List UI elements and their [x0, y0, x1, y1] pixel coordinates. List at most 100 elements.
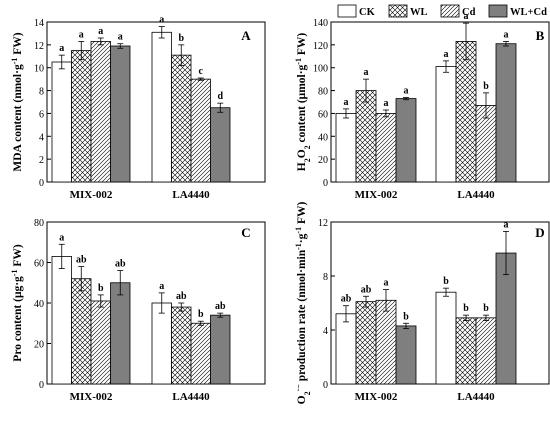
bar-ck-la4440 [435, 66, 457, 183]
legend-label: Cd [462, 7, 476, 18]
y-axis-label-part: -1 [10, 58, 19, 65]
y-tick-label: 120 [313, 41, 328, 52]
significance-letter: c [199, 66, 204, 77]
significance-letter: a [159, 15, 164, 26]
bar-ck-mix-002 [51, 256, 72, 385]
y-axis-label-part: -1 [294, 243, 303, 250]
x-tick-label: LA4440 [172, 391, 210, 403]
y-axis-label-part: 2 [303, 158, 312, 162]
y-tick-label: 140 [313, 18, 328, 29]
significance-letter: ab [361, 284, 372, 295]
y-axis-label-part: FW) [12, 244, 24, 269]
y-tick-label: 100 [313, 64, 328, 75]
panel-a: 0 2 4 6 8 10 12 14 MIX-002 LA4440 a a a b a c a d A MDA con… [10, 15, 266, 201]
x-tick-label: LA4440 [457, 391, 495, 403]
significance-letter: b [443, 276, 449, 287]
legend-label: WL+Cd [510, 7, 547, 18]
legend-swatch-wl-cd [488, 4, 508, 18]
significance-letter: a [98, 26, 103, 37]
significance-letter: a [59, 43, 64, 54]
bar-wl-cd-la4440 [210, 314, 231, 385]
y-axis-label: Pro content (μg·g-1 FW) [10, 244, 25, 362]
x-tick-label: MIX-002 [355, 391, 398, 403]
y-tick-label: 4 [39, 132, 44, 143]
significance-letter: b [178, 33, 184, 44]
significance-letter: a [444, 49, 449, 60]
x-tick-label: MIX-002 [355, 189, 398, 201]
y-axis-label-part: O [296, 149, 308, 158]
significance-letter: b [403, 311, 409, 322]
y-axis-label-part: -1 [294, 227, 303, 234]
bar-wl-la4440 [455, 41, 477, 183]
y-tick-label: 0 [39, 178, 44, 189]
y-tick-label: 0 [39, 380, 44, 391]
significance-letter: a [79, 29, 84, 40]
significance-letter: b [483, 303, 489, 314]
significance-letter: b [98, 283, 104, 294]
panel-letter: C [241, 225, 250, 240]
bar-ck-mix-002 [335, 313, 357, 385]
legend: CK WL Cd WL+Cd [337, 4, 547, 18]
y-tick-label: 8 [39, 87, 44, 98]
significance-letter: b [483, 81, 489, 92]
significance-letter: a [118, 32, 123, 43]
significance-letter: a [504, 29, 509, 40]
y-tick-label: 60 [34, 259, 44, 270]
legend-label: WL [410, 7, 428, 18]
y-tick-label: 4 [323, 326, 328, 337]
y-axis-label-part: content (μmol·g [296, 64, 308, 145]
y-axis-label: O2·− production rate (nmol·min-1·g-1 FW) [294, 202, 312, 405]
bar-cd-la4440 [190, 78, 211, 183]
significance-letter: b [463, 303, 469, 314]
y-tick-label: 0 [323, 178, 328, 189]
bar-wl-cd-mix-002 [110, 45, 131, 183]
y-tick-label: 20 [318, 155, 328, 166]
y-tick-label: 6 [39, 109, 44, 120]
legend-label: CK [359, 7, 376, 18]
y-axis-label-part: FW) [12, 32, 24, 57]
y-tick-label: 60 [318, 109, 328, 120]
bar-wl-cd-mix-002 [110, 282, 131, 385]
bar-wl-mix-002 [71, 50, 92, 183]
bar-wl-cd-mix-002 [395, 98, 417, 183]
y-tick-label: 0 [323, 380, 328, 391]
y-axis-label-part: -1 [294, 58, 303, 65]
y-axis-label-part: 2 [303, 145, 312, 149]
legend-swatch-cd [440, 4, 460, 18]
y-axis-label-part: production rate (nmol·min [296, 249, 308, 384]
bar-cd-mix-002 [375, 113, 397, 183]
bar-ck-mix-002 [335, 113, 357, 183]
bar-wl-cd-la4440 [210, 107, 231, 183]
significance-letter: a [59, 232, 64, 243]
y-axis-label-part: 2 [303, 391, 312, 395]
significance-letter: a [384, 98, 389, 109]
significance-letter: a [384, 278, 389, 289]
y-tick-label: 40 [34, 299, 44, 310]
y-tick-label: 14 [34, 18, 44, 29]
bar-wl-cd-la4440 [495, 43, 517, 183]
x-tick-label: LA4440 [457, 189, 495, 201]
bar-ck-la4440 [151, 31, 172, 183]
significance-letter: a [504, 219, 509, 230]
panel-letter: B [536, 28, 545, 43]
bar-cd-mix-002 [375, 299, 397, 385]
panel-letter: D [535, 225, 544, 240]
bar-cd-la4440 [190, 322, 211, 385]
significance-letter: a [344, 97, 349, 108]
bar-ck-mix-002 [51, 61, 72, 183]
significance-letter: d [217, 91, 223, 102]
bar-wl-mix-002 [355, 301, 377, 385]
y-tick-label: 80 [34, 218, 44, 229]
y-axis-label-part: MDA content (nmol·g [12, 64, 24, 172]
panel-b: 0 20 40 60 80 100 120 140 MIX-002 LA4440 a a a a a b a a B… [294, 11, 550, 201]
significance-letter: ab [115, 259, 126, 270]
significance-letter: a [159, 281, 164, 292]
legend-swatch-ck [337, 4, 357, 18]
bar-cd-la4440 [475, 317, 497, 385]
x-tick-label: LA4440 [172, 189, 210, 201]
y-axis-label-part: FW) [296, 202, 308, 227]
y-axis-label: MDA content (nmol·g-1 FW) [10, 32, 25, 171]
